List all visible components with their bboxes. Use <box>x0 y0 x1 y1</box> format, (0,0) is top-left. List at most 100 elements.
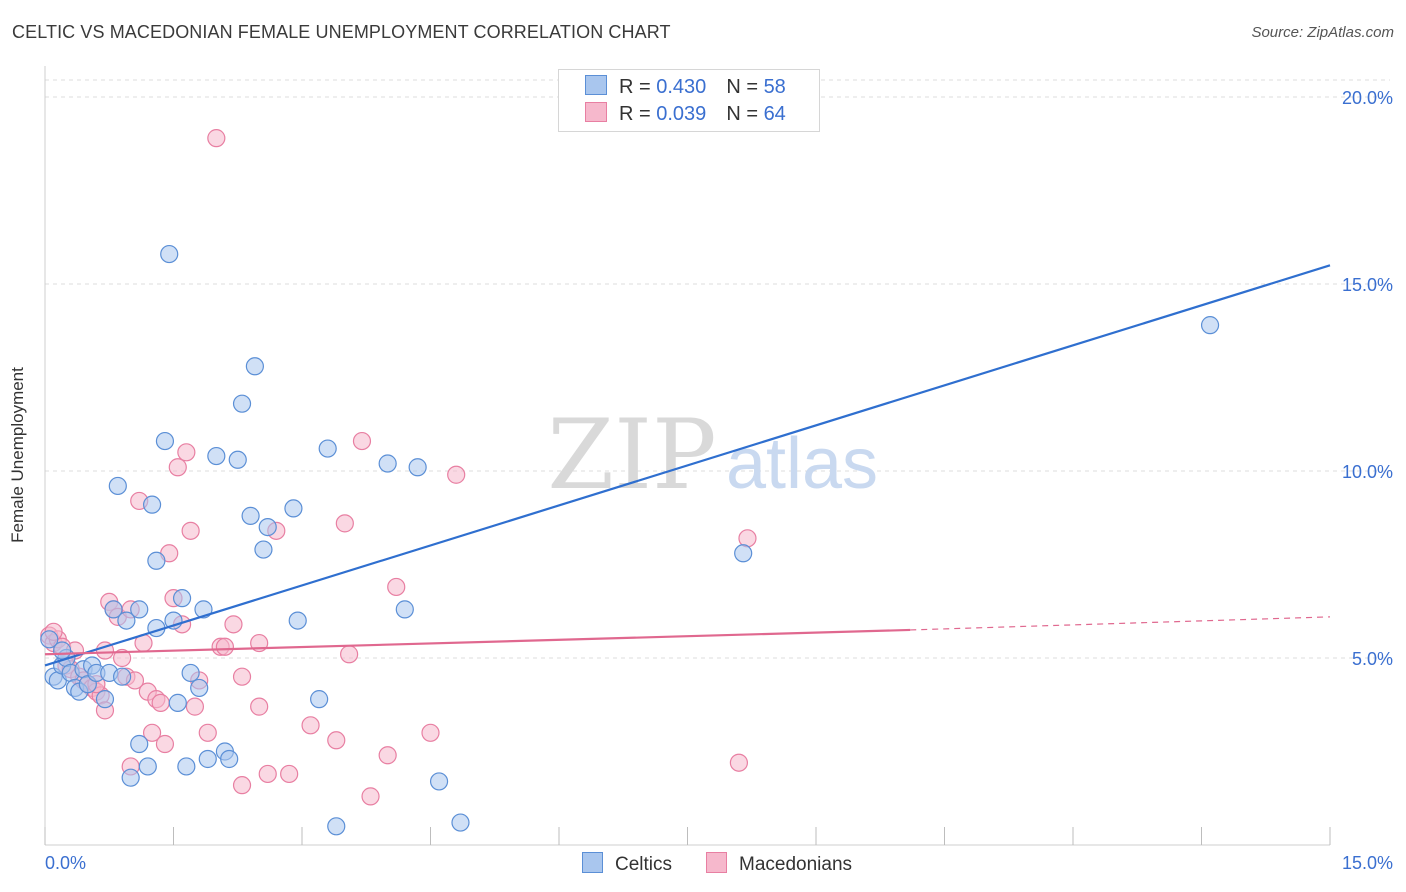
celtics-point <box>104 600 123 619</box>
celtics-point <box>160 244 179 264</box>
celtics-point <box>172 589 192 608</box>
y-tick-label: 15.0% <box>1342 275 1393 295</box>
macedonians-point <box>361 787 380 806</box>
axes <box>44 66 1331 846</box>
celtics-point <box>181 663 200 683</box>
celtics-point <box>130 600 149 619</box>
celtics-point <box>254 540 273 559</box>
celtics-point <box>147 551 166 570</box>
celtics-point <box>284 499 303 518</box>
legend-row-macedonians: R = 0.039 N = 64 <box>585 102 786 126</box>
macedonians-point <box>378 746 397 765</box>
y-tick-label: 20.0% <box>1342 88 1393 108</box>
celtics-point <box>53 641 72 660</box>
macedonians-point <box>198 723 217 742</box>
celtics-point <box>198 749 217 769</box>
macedonians-point <box>185 697 205 716</box>
macedonians-point <box>258 764 277 784</box>
macedonians-point <box>250 697 269 716</box>
series-legend: Celtics Macedonians <box>0 852 1406 876</box>
celtics-point <box>121 768 140 787</box>
macedonians-point <box>327 731 346 750</box>
macedonians-point <box>335 514 354 533</box>
legend-swatch-celtics <box>585 75 607 95</box>
macedonians-point <box>168 458 187 477</box>
celtics-point <box>245 357 264 376</box>
celtics-point <box>168 693 187 712</box>
macedonians-point <box>112 648 132 668</box>
celtics-point <box>378 454 397 473</box>
macedonians-point <box>421 723 440 742</box>
watermark-zip: ZIP <box>547 399 716 511</box>
celtics-point <box>108 476 127 496</box>
macedonians-point <box>232 667 252 686</box>
legend-n-label: N = <box>726 103 764 125</box>
macedonians-point <box>151 693 170 712</box>
macedonians-point <box>447 465 466 484</box>
celtics-point <box>310 690 329 709</box>
macedonians-point <box>224 615 243 634</box>
macedonians-point <box>340 645 359 664</box>
macedonians-trend-extension <box>910 616 1331 631</box>
legend-label-macedonians: Macedonians <box>739 854 853 875</box>
tick-labels: 5.0% 10.0% 15.0% 20.0% 0.0% 15.0% <box>45 88 1393 873</box>
macedonians-point <box>729 753 749 772</box>
celtics-point <box>258 517 277 537</box>
celtics-point <box>112 667 132 686</box>
chart-title: CELTIC VS MACEDONIAN FEMALE UNEMPLOYMENT… <box>12 22 671 42</box>
trend-lines <box>44 264 1331 667</box>
source-label: Source: ZipAtlas.com <box>1251 24 1394 41</box>
macedonians-point <box>232 776 252 795</box>
x-tick-label: 15.0% <box>1342 853 1393 873</box>
celtics-point <box>1200 316 1220 335</box>
celtics-point <box>207 446 226 466</box>
legend-n-value: 64 <box>763 103 786 125</box>
celtics-point <box>40 630 59 649</box>
macedonians-point <box>387 577 406 597</box>
legend-swatch-celtics <box>582 852 603 873</box>
legend-n-value: 58 <box>763 76 786 98</box>
x-tick-label: 0.0% <box>45 853 86 873</box>
macedonians-point <box>280 764 299 784</box>
celtics-point <box>408 458 427 477</box>
macedonians-point <box>142 723 162 742</box>
legend-swatch-macedonians <box>706 852 727 873</box>
celtics-point <box>734 544 753 563</box>
celtics-point <box>288 611 307 630</box>
celtics-point <box>138 757 157 776</box>
celtics-points <box>40 110 1220 836</box>
legend-r-value: 0.430 <box>656 76 707 98</box>
legend-r-value: 0.039 <box>656 103 707 125</box>
macedonians-point <box>155 734 175 754</box>
y-tick-label: 5.0% <box>1352 649 1393 669</box>
macedonians-point <box>181 521 200 540</box>
celtics-point <box>241 506 260 525</box>
correlation-legend: R = 0.430 N = 58 R = 0.039 N = 64 <box>558 69 820 132</box>
celtics-point <box>155 431 175 451</box>
celtics-point <box>117 611 136 630</box>
celtics-trend-line <box>44 264 1331 667</box>
legend-label-celtics: Celtics <box>615 854 673 875</box>
celtics-point <box>429 772 449 791</box>
legend-swatch-macedonians <box>585 102 607 122</box>
legend-row-celtics: R = 0.430 N = 58 <box>585 75 786 99</box>
legend-n-label: N = <box>726 76 764 98</box>
celtics-point <box>395 600 414 619</box>
legend-item-macedonians[interactable]: Macedonians <box>706 852 852 876</box>
celtics-point <box>194 600 213 619</box>
celtics-point <box>130 734 149 754</box>
watermark: ZIP atlas <box>547 399 878 511</box>
macedonians-point <box>215 637 234 656</box>
watermark-atlas: atlas <box>726 424 878 504</box>
celtics-point <box>142 495 162 514</box>
celtics-point <box>220 749 239 769</box>
macedonians-point <box>207 129 226 148</box>
macedonians-point <box>301 716 320 735</box>
legend-item-celtics[interactable]: Celtics <box>582 852 672 876</box>
celtics-point <box>190 678 209 698</box>
legend-r-label: R = <box>619 76 657 98</box>
celtics-point <box>232 394 252 413</box>
y-tick-label: 10.0% <box>1342 462 1393 482</box>
macedonians-point <box>738 529 757 548</box>
